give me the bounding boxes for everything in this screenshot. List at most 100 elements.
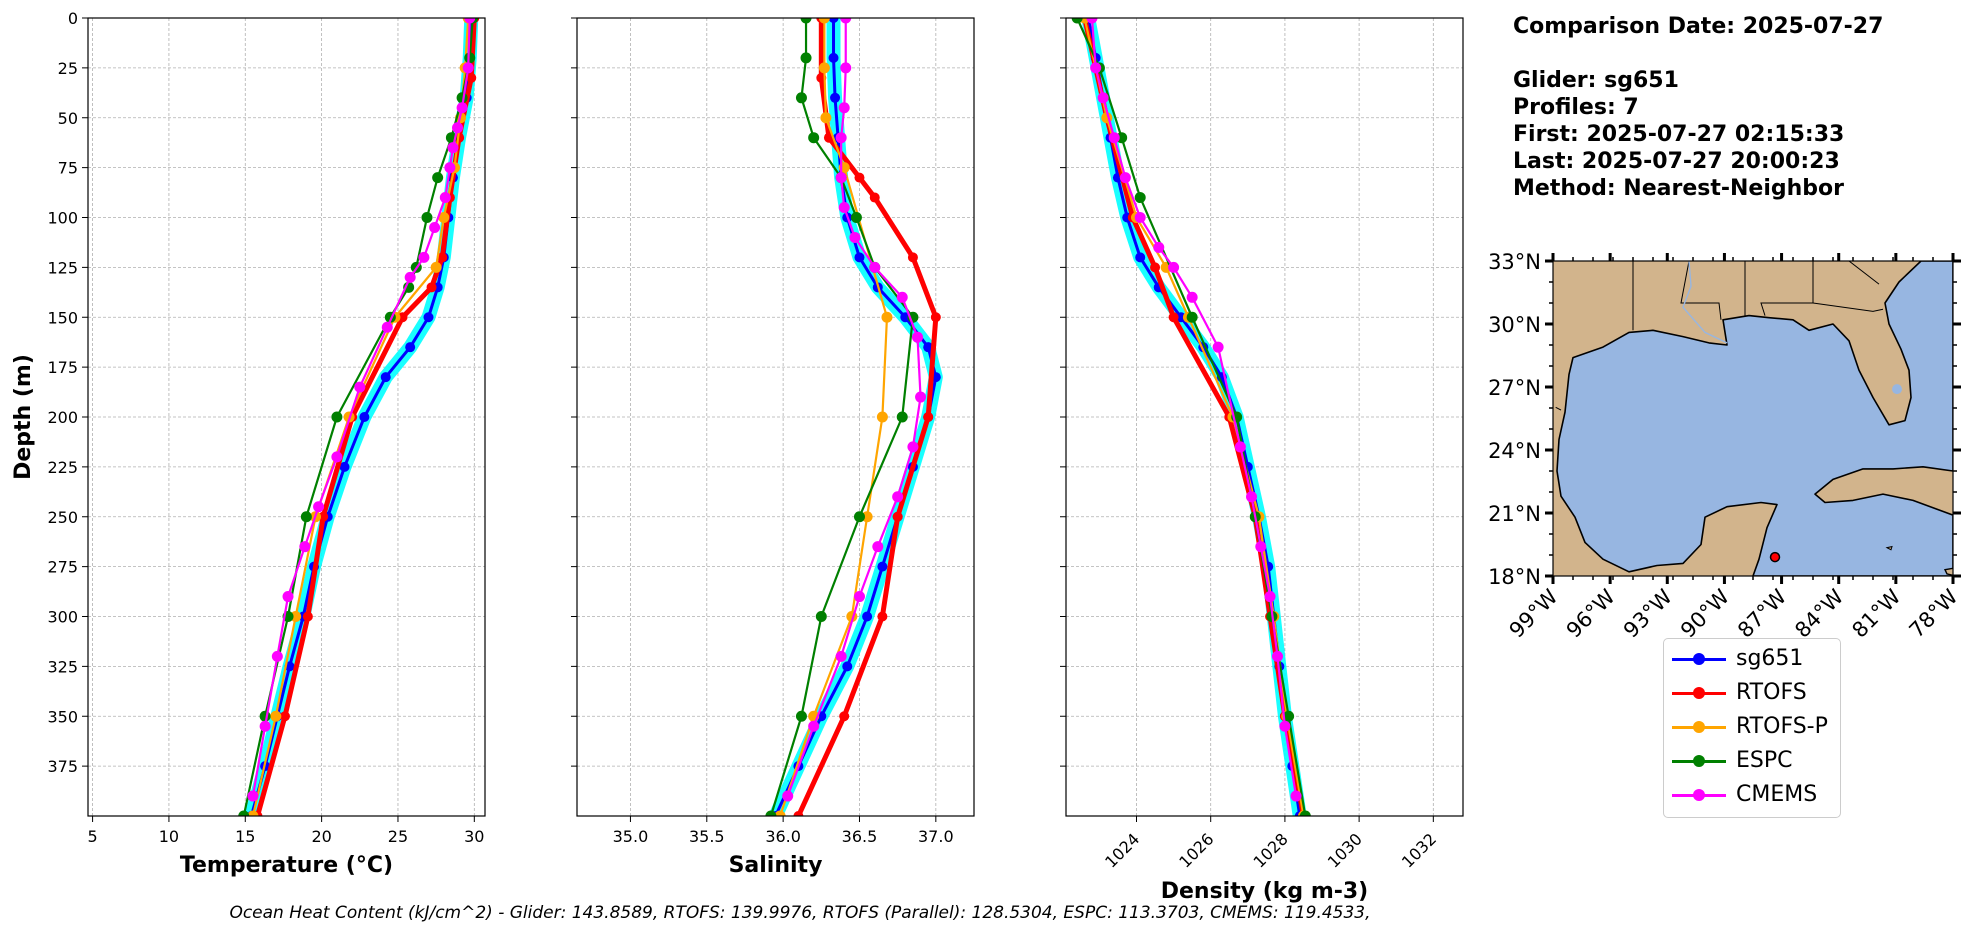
x-tick-label: 37.0: [918, 827, 954, 846]
point-rtofs: [892, 511, 903, 522]
ocean-heat-content-caption: Ocean Heat Content (kJ/cm^2) - Glider: 1…: [229, 903, 1371, 923]
point-cmems: [429, 221, 441, 233]
gulf-of-mexico: [1556, 261, 1953, 576]
lon-tick-label: 93°W: [1619, 584, 1677, 642]
legend-label: CMEMS: [1736, 782, 1818, 807]
point-sg651: [830, 92, 841, 103]
point-rtofs-p: [438, 212, 450, 223]
point-espc: [238, 810, 250, 816]
point-cmems: [915, 391, 927, 403]
point-cmems: [838, 102, 850, 114]
point-espc: [800, 52, 812, 64]
point-cmems: [1153, 241, 1165, 253]
lon-tick-label: 81°W: [1847, 584, 1905, 642]
point-cmems: [1119, 172, 1131, 184]
point-cmems: [835, 172, 847, 184]
interp-method: Method: Nearest-Neighbor: [1513, 176, 1844, 201]
point-rtofs: [302, 611, 313, 622]
info-block: Comparison Date: 2025-07-27 Glider: sg65…: [1513, 13, 1883, 202]
point-rtofs: [426, 282, 437, 293]
point-rtofs: [877, 611, 888, 622]
jamaica: [1943, 567, 1953, 576]
y-tick-label: 225: [47, 458, 78, 477]
point-espc: [331, 411, 343, 423]
point-rtofs: [397, 312, 408, 323]
legend-marker: [1693, 687, 1705, 699]
y-tick-label: 375: [47, 757, 78, 776]
x-tick-label: 15: [235, 827, 255, 846]
y-tick-label: 50: [58, 109, 78, 128]
point-sg651: [423, 312, 434, 323]
point-sg651: [380, 372, 391, 383]
point-rtofs: [923, 412, 934, 422]
y-tick-label: 200: [47, 408, 78, 427]
point-rtofs-p: [820, 112, 832, 124]
x-axis-label: Salinity: [729, 853, 823, 878]
first-profile-time: First: 2025-07-27 02:15:33: [1513, 122, 1845, 147]
point-cmems: [259, 720, 271, 732]
point-cmems: [1234, 441, 1246, 453]
point-espc: [765, 810, 777, 816]
point-rtofs-p: [290, 611, 302, 622]
legend: sg651 RTOFS RTOFS-P ESPC CMEMS: [1663, 638, 1841, 818]
point-cmems: [1108, 132, 1120, 144]
point-rtofs-p: [818, 62, 830, 74]
point-cmems: [1271, 650, 1283, 662]
lon-tick-label: 90°W: [1676, 584, 1734, 642]
point-espc: [464, 52, 476, 64]
lake-okeechobee: [1892, 384, 1902, 395]
y-tick-label: 350: [47, 707, 78, 726]
point-espc: [1299, 810, 1311, 816]
point-sg651: [828, 52, 839, 63]
point-rtofs: [318, 511, 329, 522]
x-tick-label: 35.5: [689, 827, 725, 846]
point-cmems: [1264, 591, 1276, 603]
y-tick-label: 250: [47, 508, 78, 527]
point-cmems: [1186, 291, 1198, 303]
glider-position-marker: [1769, 551, 1781, 563]
point-cmems: [439, 192, 451, 204]
legend-label: RTOFS: [1736, 680, 1807, 705]
point-cmems: [838, 202, 850, 214]
point-cmems: [313, 501, 325, 513]
x-tick-label: 25: [388, 827, 408, 846]
point-sg651: [877, 561, 888, 572]
point-cmems: [462, 62, 474, 74]
point-rtofs-p: [774, 810, 786, 816]
series-line-espc: [1076, 18, 1307, 816]
point-cmems: [404, 271, 416, 283]
lon-tick-label: 99°W: [1505, 584, 1563, 642]
gulf-map: 33°N 30°N 27°N 24°N 21°N 18°N99°W 96°W 93°W 90°W…: [1488, 250, 1963, 643]
lat-tick-label: 18°N: [1488, 565, 1541, 589]
point-espc: [853, 511, 865, 523]
point-rtofs: [1168, 312, 1179, 323]
point-espc: [850, 212, 862, 223]
point-rtofs-p: [430, 261, 442, 273]
comparison-date: Comparison Date: 2025-07-27: [1513, 14, 1884, 39]
legend-item-rtofs-p: RTOFS-P: [1664, 710, 1840, 744]
series-rtofs: [793, 18, 941, 816]
lon-tick-label: 87°W: [1733, 584, 1791, 642]
series-cmems: [782, 18, 927, 802]
point-sg651: [1176, 312, 1187, 323]
lat-tick-label: 33°N: [1488, 250, 1541, 274]
point-cmems: [869, 261, 881, 273]
point-rtofs-p: [270, 710, 282, 722]
legend-label: ESPC: [1736, 748, 1793, 773]
x-tick-label: 1026: [1175, 829, 1217, 871]
point-cmems: [1212, 341, 1224, 353]
point-rtofs-p: [876, 411, 888, 423]
point-sg651: [359, 412, 370, 422]
point-espc: [800, 18, 812, 24]
point-cmems: [1290, 790, 1302, 802]
point-rtofs: [437, 252, 448, 263]
y-tick-label: 175: [47, 358, 78, 377]
glider-name: Glider: sg651: [1513, 68, 1679, 93]
x-tick-label: 1024: [1101, 829, 1143, 871]
series-sg651: [770, 18, 941, 816]
point-cmems: [456, 102, 468, 114]
legend-item-rtofs: RTOFS: [1664, 676, 1840, 710]
point-sg651: [1135, 252, 1146, 263]
x-tick-label: 1030: [1324, 829, 1366, 871]
point-cmems: [1086, 18, 1098, 24]
